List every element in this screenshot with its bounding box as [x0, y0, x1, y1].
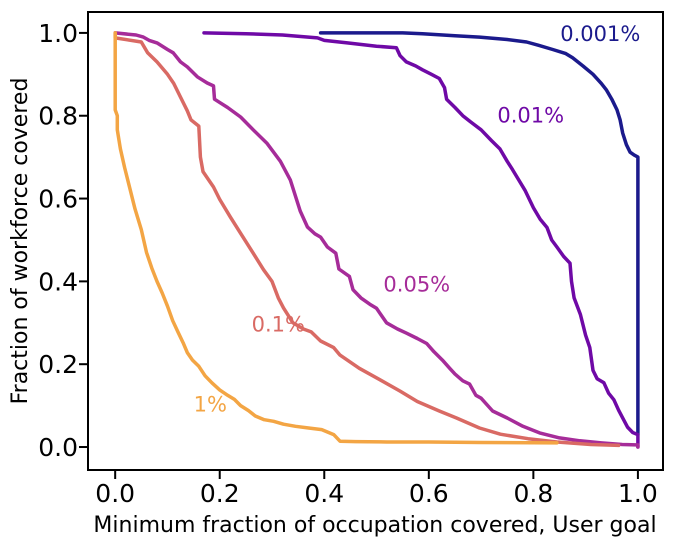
y-tick-label: 0.2 [38, 350, 78, 379]
curve-line-1% [113, 31, 559, 445]
curve-label-0.05%: 0.05% [383, 272, 450, 296]
axes-frame [87, 11, 664, 471]
curve-line-0.05% [113, 31, 640, 449]
y-tick-label: 0.4 [38, 267, 78, 296]
x-tick-label: 0.2 [200, 479, 240, 508]
x-axis-label: Minimum fraction of occupation covered, … [93, 513, 656, 538]
y-tick-label: 0.0 [38, 433, 78, 462]
plot-area: 0.0 0.2 0.4 0.6 0.8 1.0 0.0 0.2 0.4 0.6 0.8 1.0 0.00… [38, 11, 664, 508]
x-tick-label: 1.0 [618, 479, 658, 508]
y-tick-label: 1.0 [38, 19, 78, 48]
x-tick-label: 0.4 [304, 479, 344, 508]
curve-label-0.1%: 0.1% [252, 313, 305, 337]
curve-label-1%: 1% [194, 392, 227, 416]
curve-line-0.001% [318, 31, 640, 437]
curve-label-0.001%: 0.001% [560, 22, 640, 46]
y-tick-label: 0.6 [38, 185, 78, 214]
x-tick-label: 0.8 [513, 479, 553, 508]
curve-line-0.1% [113, 31, 621, 448]
x-tick-label: 0.0 [95, 479, 135, 508]
y-tick-label: 0.8 [38, 102, 78, 131]
x-tick-label: 0.6 [409, 479, 449, 508]
y-axis-label: Fraction of workforce covered [8, 78, 33, 405]
curve-label-0.01%: 0.01% [497, 103, 564, 127]
curve-line-0.01% [202, 31, 640, 449]
